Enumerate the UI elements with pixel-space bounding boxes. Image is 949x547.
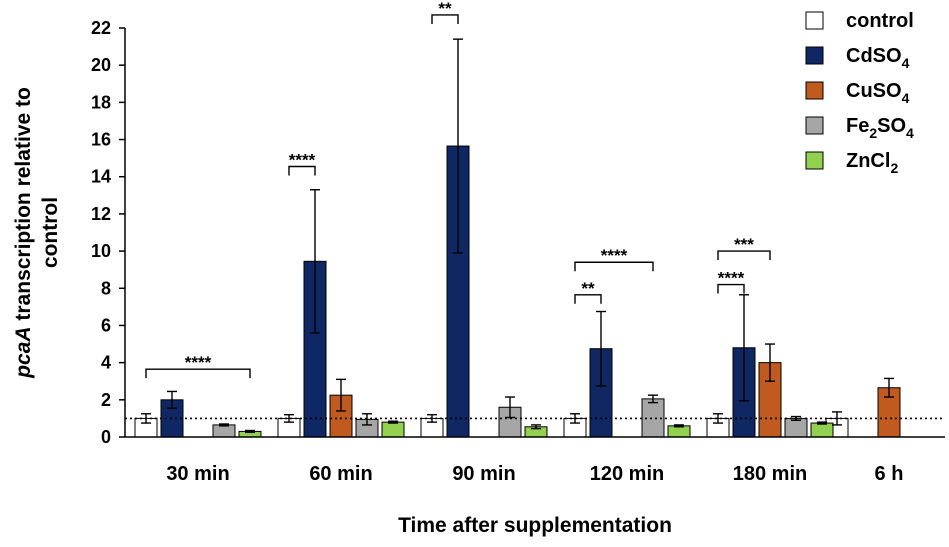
error-bar-ZnCl2-0 (245, 429, 255, 434)
y-tick-label: 2 (101, 390, 111, 410)
x-tick-label: 90 min (452, 463, 515, 485)
error-bar-Fe2SO4-0 (219, 423, 229, 427)
error-bar-ZnCl2-2 (531, 424, 541, 430)
error-bars-layer (141, 38, 894, 434)
y-tick-label: 0 (101, 427, 111, 447)
legend-item-ZnCl2: ZnCl2 (805, 150, 898, 176)
x-tick-label: 120 min (590, 463, 664, 485)
bar-ZnCl2-3 (667, 425, 691, 438)
x-tick-label: 30 min (166, 463, 229, 485)
legend-swatch (805, 46, 824, 65)
significance-bracket: ** (574, 279, 602, 304)
significance-layer: *********************** (145, 0, 771, 379)
x-tick-labels: 30 min 60 min 90 min 120 min 180 min 6 h (166, 463, 903, 485)
y-tick-label: 20 (91, 55, 111, 75)
y-axis-title-line2: control (39, 197, 62, 268)
bar-ZnCl2-4 (810, 422, 834, 438)
y-axis-title-gene: pcaA (12, 326, 35, 378)
y-tick-label: 8 (101, 278, 111, 298)
legend: control CdSO4 CuSO4 Fe2SO4 ZnCl2 (805, 10, 914, 176)
x-tick-label: 180 min (733, 463, 807, 485)
error-bar-Fe2SO4-1 (362, 413, 372, 426)
legend-swatch (805, 151, 824, 170)
legend-swatch (805, 11, 824, 30)
error-bar-ZnCl2-1 (388, 420, 398, 424)
error-bar-CuSO4-5 (884, 377, 894, 398)
legend-label: Fe2SO4 (846, 115, 914, 141)
legend-item-CuSO4: CuSO4 (805, 80, 910, 106)
legend-item-Fe2SO4: Fe2SO4 (805, 115, 914, 141)
x-axis-title: Time after supplementation (398, 514, 672, 537)
bar-ZnCl2-1 (381, 421, 405, 438)
error-bar-CdSO4-1 (310, 189, 320, 334)
error-bar-CuSO4-4 (765, 343, 775, 382)
significance-label: ** (438, 0, 452, 18)
y-tick-label: 6 (101, 315, 111, 335)
error-bar-CdSO4-0 (167, 390, 177, 409)
error-bar-CdSO4-3 (596, 310, 606, 387)
y-axis-title-rest: transcription relative to (12, 87, 35, 326)
y-tick-label: 14 (91, 167, 111, 187)
significance-bracket: **** (574, 246, 654, 272)
error-bar-ZnCl2-4 (817, 421, 827, 425)
error-bar-control-1 (284, 413, 294, 423)
significance-bracket: **** (717, 269, 745, 294)
significance-label: *** (734, 235, 754, 254)
error-bar-Fe2SO4-3 (648, 394, 658, 404)
significance-label: ** (581, 279, 595, 298)
legend-label: ZnCl2 (846, 150, 898, 176)
y-tick-label: 10 (91, 241, 111, 261)
error-bar-CuSO4-1 (336, 378, 346, 412)
legend-item-CdSO4: CdSO4 (805, 45, 910, 71)
legend-swatch (805, 116, 824, 135)
significance-label: **** (185, 353, 212, 372)
y-axis-title: pcaA transcription relative to (12, 87, 35, 379)
y-tick-label: 4 (101, 353, 111, 373)
y-tick-label: 22 (91, 18, 111, 38)
significance-label: **** (601, 246, 628, 265)
legend-item-control: control (805, 10, 914, 32)
y-tick-label: 12 (91, 204, 111, 224)
x-tick-label: 6 h (875, 463, 904, 485)
axes-layer (124, 28, 945, 438)
legend-label: control (846, 10, 914, 32)
legend-swatch (805, 81, 824, 100)
bar-Fe2SO4-4 (784, 417, 808, 438)
significance-label: **** (289, 151, 316, 170)
y-tick-label: 18 (91, 92, 111, 112)
legend-label: CuSO4 (846, 80, 910, 106)
bars-layer (134, 145, 901, 438)
significance-bracket: **** (145, 353, 251, 379)
significance-bracket: ** (431, 0, 459, 24)
error-bar-CdSO4-4 (739, 294, 749, 402)
x-tick-label: 60 min (309, 463, 372, 485)
significance-bracket: **** (288, 151, 316, 176)
y-ticks: 0 2 4 6 8 10 12 14 16 18 20 22 (91, 18, 125, 447)
error-bar-CdSO4-2 (453, 38, 463, 254)
legend-label: CdSO4 (846, 45, 910, 71)
bar-Fe2SO4-0 (212, 424, 236, 438)
y-tick-label: 16 (91, 130, 111, 150)
error-bar-Fe2SO4-2 (505, 396, 515, 419)
error-bar-control-4 (713, 413, 723, 424)
error-bar-ZnCl2-3 (674, 424, 684, 428)
significance-bracket: *** (717, 235, 771, 261)
significance-label: **** (718, 269, 745, 288)
